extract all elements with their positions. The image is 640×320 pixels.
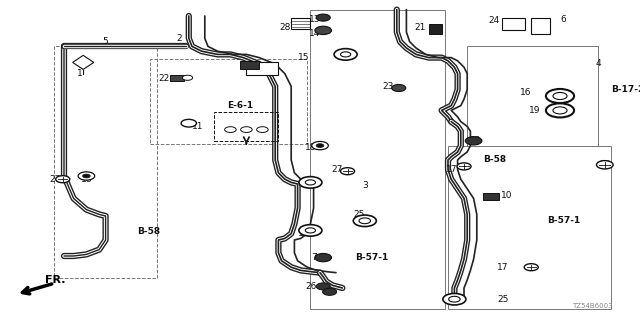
Text: 4: 4 — [595, 60, 601, 68]
Text: 26: 26 — [305, 282, 317, 291]
Circle shape — [392, 84, 406, 92]
Bar — [448, 146, 611, 309]
Bar — [467, 46, 598, 146]
Circle shape — [181, 119, 196, 127]
Circle shape — [443, 293, 466, 305]
Text: 25: 25 — [353, 210, 365, 219]
Text: E-6-1: E-6-1 — [227, 101, 253, 110]
Text: 27: 27 — [49, 175, 61, 184]
Circle shape — [78, 172, 95, 180]
Text: 8: 8 — [266, 69, 271, 78]
Text: 15: 15 — [298, 229, 309, 238]
Circle shape — [465, 137, 482, 145]
Circle shape — [83, 174, 90, 178]
Text: 12: 12 — [470, 136, 482, 145]
Circle shape — [457, 163, 471, 170]
Circle shape — [305, 180, 316, 185]
Text: B-58: B-58 — [483, 156, 506, 164]
Text: 25: 25 — [497, 295, 509, 304]
Text: B-17-20: B-17-20 — [611, 85, 640, 94]
Text: 6: 6 — [560, 15, 566, 24]
Bar — [54, 46, 157, 278]
Text: 20: 20 — [600, 160, 611, 169]
Text: 19: 19 — [529, 106, 541, 115]
Circle shape — [299, 177, 322, 188]
Text: B-57-1: B-57-1 — [355, 253, 388, 262]
Circle shape — [315, 253, 332, 262]
Circle shape — [553, 92, 567, 100]
Text: 18: 18 — [305, 143, 317, 152]
Bar — [291, 18, 310, 29]
Bar — [483, 193, 499, 200]
Text: 7: 7 — [311, 253, 317, 262]
Circle shape — [449, 296, 460, 302]
Text: 11: 11 — [192, 122, 204, 131]
Text: 13: 13 — [308, 15, 320, 24]
Text: 24: 24 — [488, 16, 499, 25]
Bar — [246, 62, 278, 75]
Text: 16: 16 — [520, 88, 531, 97]
Circle shape — [312, 141, 328, 150]
Text: 17: 17 — [497, 263, 509, 272]
Bar — [429, 24, 442, 34]
Circle shape — [316, 14, 330, 21]
Circle shape — [316, 144, 324, 148]
Text: 18: 18 — [81, 175, 93, 184]
Text: 14: 14 — [308, 29, 320, 38]
Bar — [531, 18, 550, 34]
Bar — [214, 112, 278, 141]
Text: 2: 2 — [177, 34, 182, 43]
Circle shape — [553, 107, 567, 114]
Text: 3: 3 — [362, 181, 368, 190]
Bar — [240, 61, 259, 69]
Text: 10: 10 — [500, 191, 512, 200]
Circle shape — [315, 26, 332, 35]
Circle shape — [305, 228, 316, 233]
Text: 22: 22 — [158, 74, 170, 83]
Text: B-58: B-58 — [138, 228, 161, 236]
Circle shape — [334, 49, 357, 60]
Bar — [170, 75, 184, 81]
Circle shape — [225, 127, 236, 132]
Circle shape — [340, 52, 351, 57]
Text: 15: 15 — [298, 53, 309, 62]
Circle shape — [299, 225, 322, 236]
Circle shape — [182, 75, 193, 80]
Text: B-57-1: B-57-1 — [547, 216, 580, 225]
Text: TZ54B6003: TZ54B6003 — [573, 303, 613, 309]
Circle shape — [524, 264, 538, 271]
Circle shape — [257, 127, 268, 132]
Circle shape — [56, 176, 70, 183]
Circle shape — [353, 215, 376, 227]
Text: 17: 17 — [446, 165, 458, 174]
Bar — [502, 18, 525, 30]
Circle shape — [316, 283, 330, 290]
Bar — [150, 59, 307, 144]
Text: 27: 27 — [331, 165, 342, 174]
Circle shape — [546, 103, 574, 117]
Bar — [310, 10, 445, 309]
Circle shape — [340, 168, 355, 175]
Text: 5: 5 — [103, 37, 108, 46]
Circle shape — [241, 127, 252, 132]
Circle shape — [359, 218, 371, 224]
Circle shape — [546, 89, 574, 103]
Circle shape — [323, 288, 337, 295]
Text: 28: 28 — [280, 23, 291, 32]
Text: 21: 21 — [414, 23, 426, 32]
Text: 23: 23 — [382, 82, 394, 91]
Text: 9: 9 — [253, 61, 259, 70]
Text: FR.: FR. — [45, 275, 65, 285]
Text: 1: 1 — [77, 69, 83, 78]
Circle shape — [596, 161, 613, 169]
